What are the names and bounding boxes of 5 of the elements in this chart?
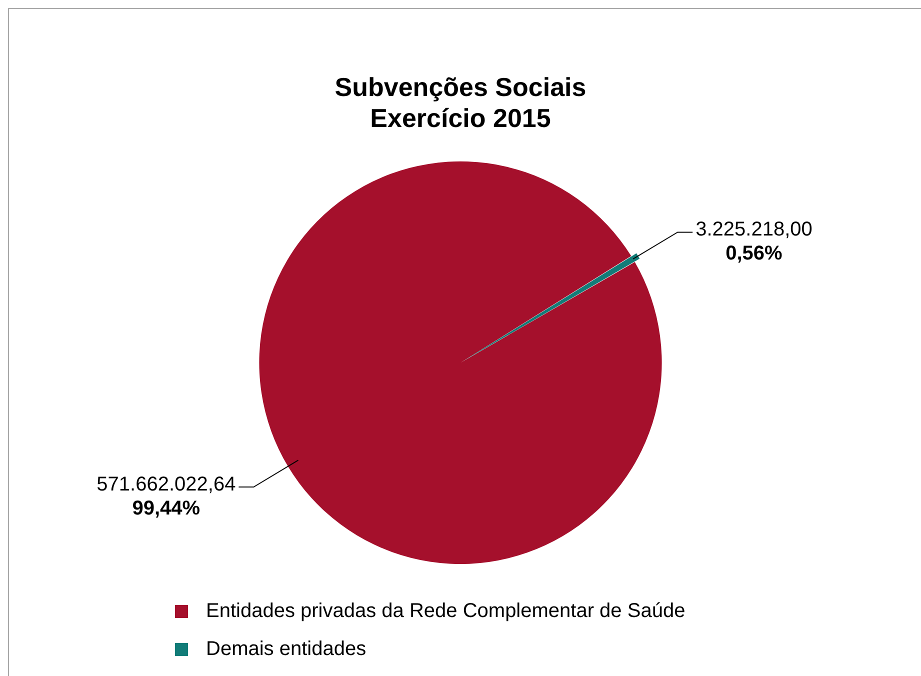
data-label: 3.225.218,00 0,56%	[696, 218, 812, 265]
legend-label: Entidades privadas da Rede Complementar de Saúde	[206, 600, 686, 622]
legend-label: Demais entidades	[206, 638, 366, 660]
chart-title: Subvenções Sociais Exercício 2015	[334, 72, 586, 133]
data-label: 571.662.022,64 99,44%	[96, 474, 236, 520]
